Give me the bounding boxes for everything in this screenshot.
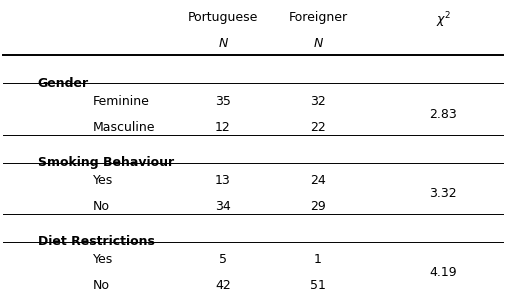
- Text: 3.32: 3.32: [429, 187, 456, 200]
- Text: 1: 1: [314, 253, 321, 266]
- Text: 32: 32: [310, 95, 325, 108]
- Text: 5: 5: [219, 253, 227, 266]
- Text: Portuguese: Portuguese: [187, 11, 258, 23]
- Text: Smoking Behaviour: Smoking Behaviour: [38, 156, 174, 169]
- Text: N: N: [313, 37, 322, 50]
- Text: Yes: Yes: [93, 174, 113, 187]
- Text: Masculine: Masculine: [93, 121, 155, 134]
- Text: 51: 51: [310, 280, 325, 292]
- Text: $\chi^2$: $\chi^2$: [435, 11, 450, 30]
- Text: Yes: Yes: [93, 253, 113, 266]
- Text: N: N: [218, 37, 227, 50]
- Text: 4.19: 4.19: [429, 266, 456, 280]
- Text: Feminine: Feminine: [93, 95, 149, 108]
- Text: No: No: [93, 200, 110, 213]
- Text: 42: 42: [215, 280, 230, 292]
- Text: 2.83: 2.83: [428, 108, 456, 121]
- Text: Diet Restrictions: Diet Restrictions: [38, 235, 155, 248]
- Text: 35: 35: [215, 95, 230, 108]
- Text: 13: 13: [215, 174, 230, 187]
- Text: 34: 34: [215, 200, 230, 213]
- Text: Foreigner: Foreigner: [288, 11, 347, 23]
- Text: 22: 22: [310, 121, 325, 134]
- Text: 24: 24: [310, 174, 325, 187]
- Text: Gender: Gender: [38, 77, 89, 90]
- Text: No: No: [93, 280, 110, 292]
- Text: 12: 12: [215, 121, 230, 134]
- Text: 29: 29: [310, 200, 325, 213]
